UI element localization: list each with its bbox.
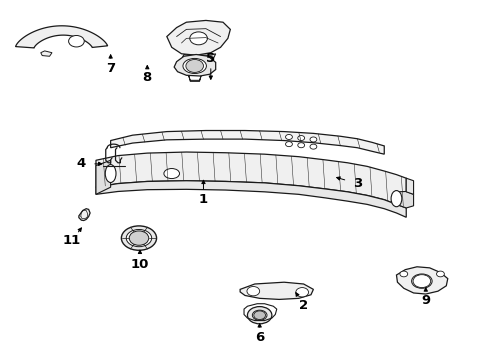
Text: 9: 9 bbox=[421, 294, 430, 307]
Text: 1: 1 bbox=[199, 193, 208, 206]
Circle shape bbox=[310, 137, 317, 142]
Text: 8: 8 bbox=[143, 71, 152, 84]
Ellipse shape bbox=[252, 310, 267, 320]
Polygon shape bbox=[182, 54, 216, 59]
Circle shape bbox=[296, 288, 309, 297]
Circle shape bbox=[129, 231, 149, 245]
Circle shape bbox=[254, 311, 266, 319]
Ellipse shape bbox=[183, 58, 206, 73]
Polygon shape bbox=[16, 26, 108, 48]
Circle shape bbox=[186, 59, 203, 72]
Circle shape bbox=[310, 144, 317, 149]
Text: 6: 6 bbox=[255, 331, 264, 344]
Circle shape bbox=[190, 32, 207, 45]
Polygon shape bbox=[111, 131, 384, 154]
Circle shape bbox=[69, 36, 84, 47]
Polygon shape bbox=[396, 192, 414, 208]
Circle shape bbox=[298, 143, 305, 148]
Text: 7: 7 bbox=[106, 62, 115, 75]
Polygon shape bbox=[174, 54, 216, 76]
Ellipse shape bbox=[122, 226, 157, 250]
Polygon shape bbox=[96, 181, 406, 217]
Polygon shape bbox=[396, 267, 448, 294]
Text: 4: 4 bbox=[77, 157, 86, 170]
Ellipse shape bbox=[164, 168, 179, 179]
Text: 5: 5 bbox=[206, 51, 216, 64]
Circle shape bbox=[437, 271, 444, 277]
Circle shape bbox=[286, 141, 293, 147]
Polygon shape bbox=[96, 160, 111, 194]
Circle shape bbox=[286, 134, 293, 139]
Polygon shape bbox=[240, 282, 314, 300]
Circle shape bbox=[247, 287, 260, 296]
Polygon shape bbox=[103, 163, 126, 166]
Circle shape bbox=[413, 275, 431, 288]
Polygon shape bbox=[167, 21, 230, 55]
Circle shape bbox=[400, 271, 408, 277]
Ellipse shape bbox=[105, 165, 116, 183]
Polygon shape bbox=[406, 178, 414, 194]
Ellipse shape bbox=[126, 229, 152, 247]
Polygon shape bbox=[79, 209, 90, 221]
Circle shape bbox=[298, 135, 305, 140]
Text: 10: 10 bbox=[131, 258, 149, 271]
Text: 11: 11 bbox=[62, 234, 81, 247]
Text: 2: 2 bbox=[299, 299, 308, 312]
Ellipse shape bbox=[391, 190, 402, 207]
Ellipse shape bbox=[412, 274, 432, 288]
Polygon shape bbox=[41, 51, 52, 56]
Polygon shape bbox=[96, 152, 406, 208]
Text: 3: 3 bbox=[353, 177, 362, 190]
Ellipse shape bbox=[247, 307, 272, 324]
